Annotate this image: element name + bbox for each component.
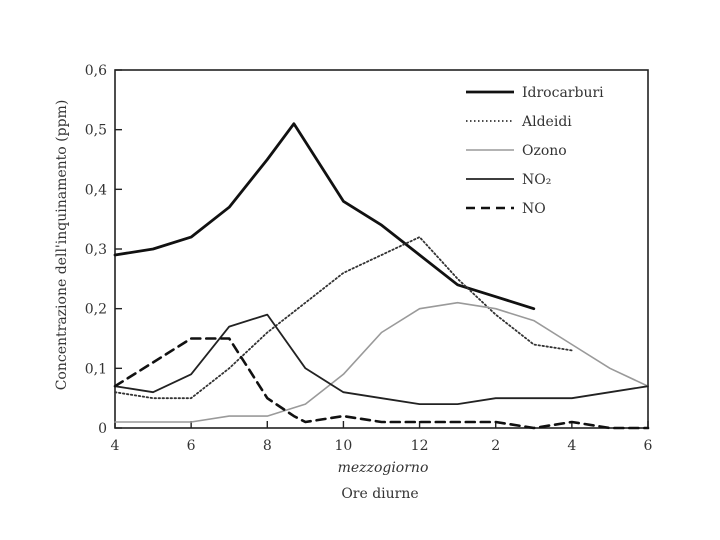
x-tick-label: 10 (335, 438, 353, 454)
x-tick-label: 8 (263, 438, 272, 454)
legend-label-3: NO₂ (522, 172, 551, 188)
x-tick-label: 4 (111, 438, 120, 454)
series-line-4 (113, 337, 650, 430)
y-tick-label: 0,1 (85, 361, 107, 377)
chart-series (113, 122, 650, 430)
series-line-1 (114, 236, 573, 400)
legend-label-4: NO (522, 201, 546, 217)
x-tick-label: 6 (187, 438, 196, 454)
x-axis-title-line2: Ore diurne (341, 486, 418, 502)
x-tick-label: 2 (491, 438, 500, 454)
series-line-2 (114, 301, 649, 423)
legend-label-0: Idrocarburi (522, 85, 604, 101)
y-tick-label: 0,6 (85, 63, 107, 79)
legend-label-2: Ozono (522, 143, 567, 159)
chart-legend: Idrocarburi Aldeidi Ozono NO₂ NO (466, 85, 604, 217)
y-tick-label: 0,5 (85, 123, 107, 139)
chart-ticks: 0 0,1 0,2 0,3 0,4 0,5 0,6 4 6 8 10 12 2 4 6 (85, 63, 653, 454)
x-tick-label: 12 (411, 438, 429, 454)
x-axis-title-line1: mezzogiorno (338, 460, 429, 476)
x-tick-label: 6 (644, 438, 653, 454)
y-axis-title: Concentrazione dell'inquinamento (ppm) (54, 100, 70, 391)
legend-label-1: Aldeidi (521, 114, 572, 130)
y-tick-label: 0 (98, 421, 107, 437)
x-tick-label: 4 (567, 438, 576, 454)
series-line-3 (114, 313, 649, 406)
y-tick-label: 0,3 (85, 242, 107, 258)
y-tick-label: 0,4 (85, 182, 107, 198)
series-line-0 (113, 122, 536, 311)
y-tick-label: 0,2 (85, 302, 107, 318)
